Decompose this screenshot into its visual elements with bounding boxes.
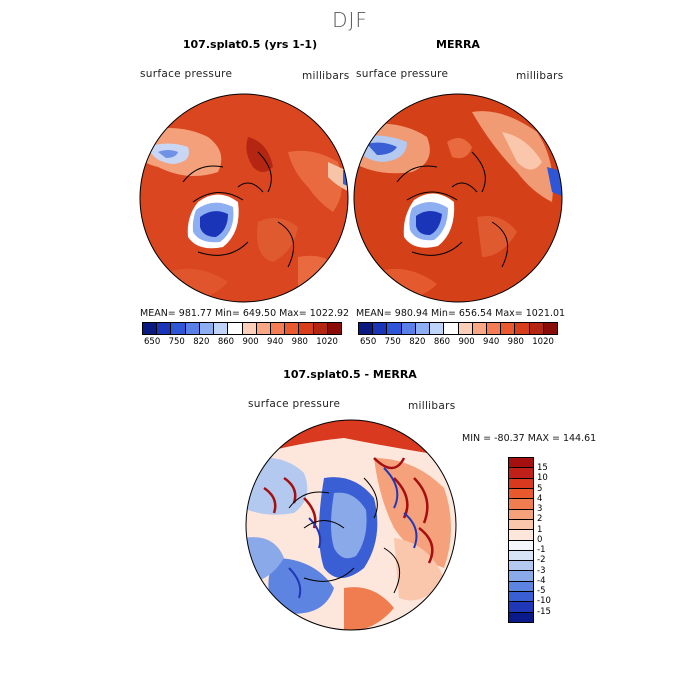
tick-label: 3 <box>537 504 543 514</box>
tick-label: 940 <box>267 337 284 347</box>
tick-label: 900 <box>458 337 475 347</box>
panel2-units: millibars <box>516 70 564 82</box>
swatch <box>501 323 516 334</box>
swatch <box>143 323 158 334</box>
swatch <box>509 602 533 613</box>
swatch <box>509 530 533 541</box>
tick-label: -10 <box>537 596 551 607</box>
tick-label: -2 <box>537 555 546 566</box>
swatch <box>472 323 487 334</box>
swatch <box>509 478 533 489</box>
swatch <box>529 323 544 334</box>
panel1-variable: surface pressure <box>140 68 233 80</box>
tick-label: 5 <box>537 483 543 494</box>
diff-colorbar <box>508 457 534 623</box>
panel1-units: millibars <box>302 70 350 82</box>
season-title: DJF <box>332 8 368 32</box>
tick-label: 820 <box>193 337 210 347</box>
swatch <box>486 323 502 334</box>
swatch <box>509 458 533 469</box>
tick-label: 15 <box>537 463 548 473</box>
swatch <box>228 323 243 334</box>
tick-label: 980 <box>507 337 524 347</box>
tick-label: 10 <box>537 473 548 484</box>
tick-label: -3 <box>537 565 546 576</box>
swatch <box>515 323 530 334</box>
tick-label: -1 <box>537 545 546 555</box>
swatch <box>256 323 271 334</box>
swatch <box>401 323 416 334</box>
tick-label: 0 <box>537 534 543 545</box>
tick-label: 750 <box>384 337 401 347</box>
panel1-title: 107.splat0.5 (yrs 1-1) <box>182 38 318 51</box>
swatch <box>373 323 388 334</box>
tick-label: 750 <box>168 337 185 347</box>
tick-label: 650 <box>144 337 161 347</box>
diff-minmax: MIN = -80.37 MAX = 144.61 <box>462 433 597 444</box>
panel2-colorbar-ticks: 650 750 820 860 900 940 980 1020 <box>358 335 558 347</box>
swatch <box>285 323 300 334</box>
swatch <box>199 323 215 334</box>
tick-label: 4 <box>537 493 543 504</box>
swatch <box>509 488 533 500</box>
swatch <box>359 323 374 334</box>
swatch <box>171 323 186 334</box>
swatch <box>509 612 533 622</box>
swatch <box>444 323 459 334</box>
tick-label: 2 <box>537 514 543 525</box>
swatch <box>387 323 402 334</box>
diff-title: 107.splat0.5 - MERRA <box>283 368 417 381</box>
panel1-colorbar-ticks: 650 750 820 860 900 940 980 1020 <box>142 335 342 347</box>
swatch <box>509 499 533 510</box>
swatch <box>327 323 342 334</box>
tick-label: 1 <box>537 524 543 535</box>
swatch <box>509 571 533 582</box>
diff-colorbar-labels: 15 10 5 4 3 2 1 0 -1 -2 -3 -4 -5 -10 -15 <box>537 463 551 617</box>
swatch <box>157 323 172 334</box>
panel2-colorbar-swatches <box>358 322 558 335</box>
swatch <box>509 592 533 603</box>
tick-label: 820 <box>409 337 426 347</box>
swatch <box>509 509 533 520</box>
tick-label: 980 <box>291 337 308 347</box>
swatch <box>509 540 533 551</box>
swatch <box>242 323 257 334</box>
swatch <box>185 323 200 334</box>
diff-map <box>245 419 457 631</box>
swatch <box>509 561 533 572</box>
tick-label: 940 <box>483 337 500 347</box>
tick-label: -5 <box>537 586 546 596</box>
tick-label: 650 <box>360 337 377 347</box>
swatch <box>313 323 328 334</box>
swatch <box>430 323 445 334</box>
panel1-map <box>139 93 349 303</box>
panel2-stats: MEAN= 980.94 Min= 656.54 Max= 1021.01 <box>356 308 566 319</box>
tick-label: 1020 <box>532 337 554 347</box>
panel1-colorbar-swatches <box>142 322 342 335</box>
swatch <box>214 323 229 334</box>
diff-variable: surface pressure <box>248 398 341 410</box>
swatch <box>509 519 533 531</box>
swatch <box>509 581 533 593</box>
panel1-colorbar: 650 750 820 860 900 940 980 1020 <box>142 322 342 347</box>
panel2-map <box>353 93 563 303</box>
panel2-title: MERRA <box>436 38 480 51</box>
swatch <box>458 323 473 334</box>
tick-label: 1020 <box>316 337 338 347</box>
tick-label: -15 <box>537 606 551 617</box>
swatch <box>509 468 533 479</box>
panel2-colorbar: 650 750 820 860 900 940 980 1020 <box>358 322 558 347</box>
tick-label: 900 <box>242 337 259 347</box>
swatch <box>509 550 533 562</box>
panel2-variable: surface pressure <box>356 68 449 80</box>
panel1-stats: MEAN= 981.77 Min= 649.50 Max= 1022.92 <box>140 308 350 319</box>
tick-label: 860 <box>217 337 235 347</box>
swatch <box>415 323 431 334</box>
diff-units: millibars <box>408 400 456 412</box>
swatch <box>270 323 286 334</box>
swatch <box>543 323 558 334</box>
tick-label: 860 <box>433 337 451 347</box>
tick-label: -4 <box>537 575 546 586</box>
swatch <box>299 323 314 334</box>
